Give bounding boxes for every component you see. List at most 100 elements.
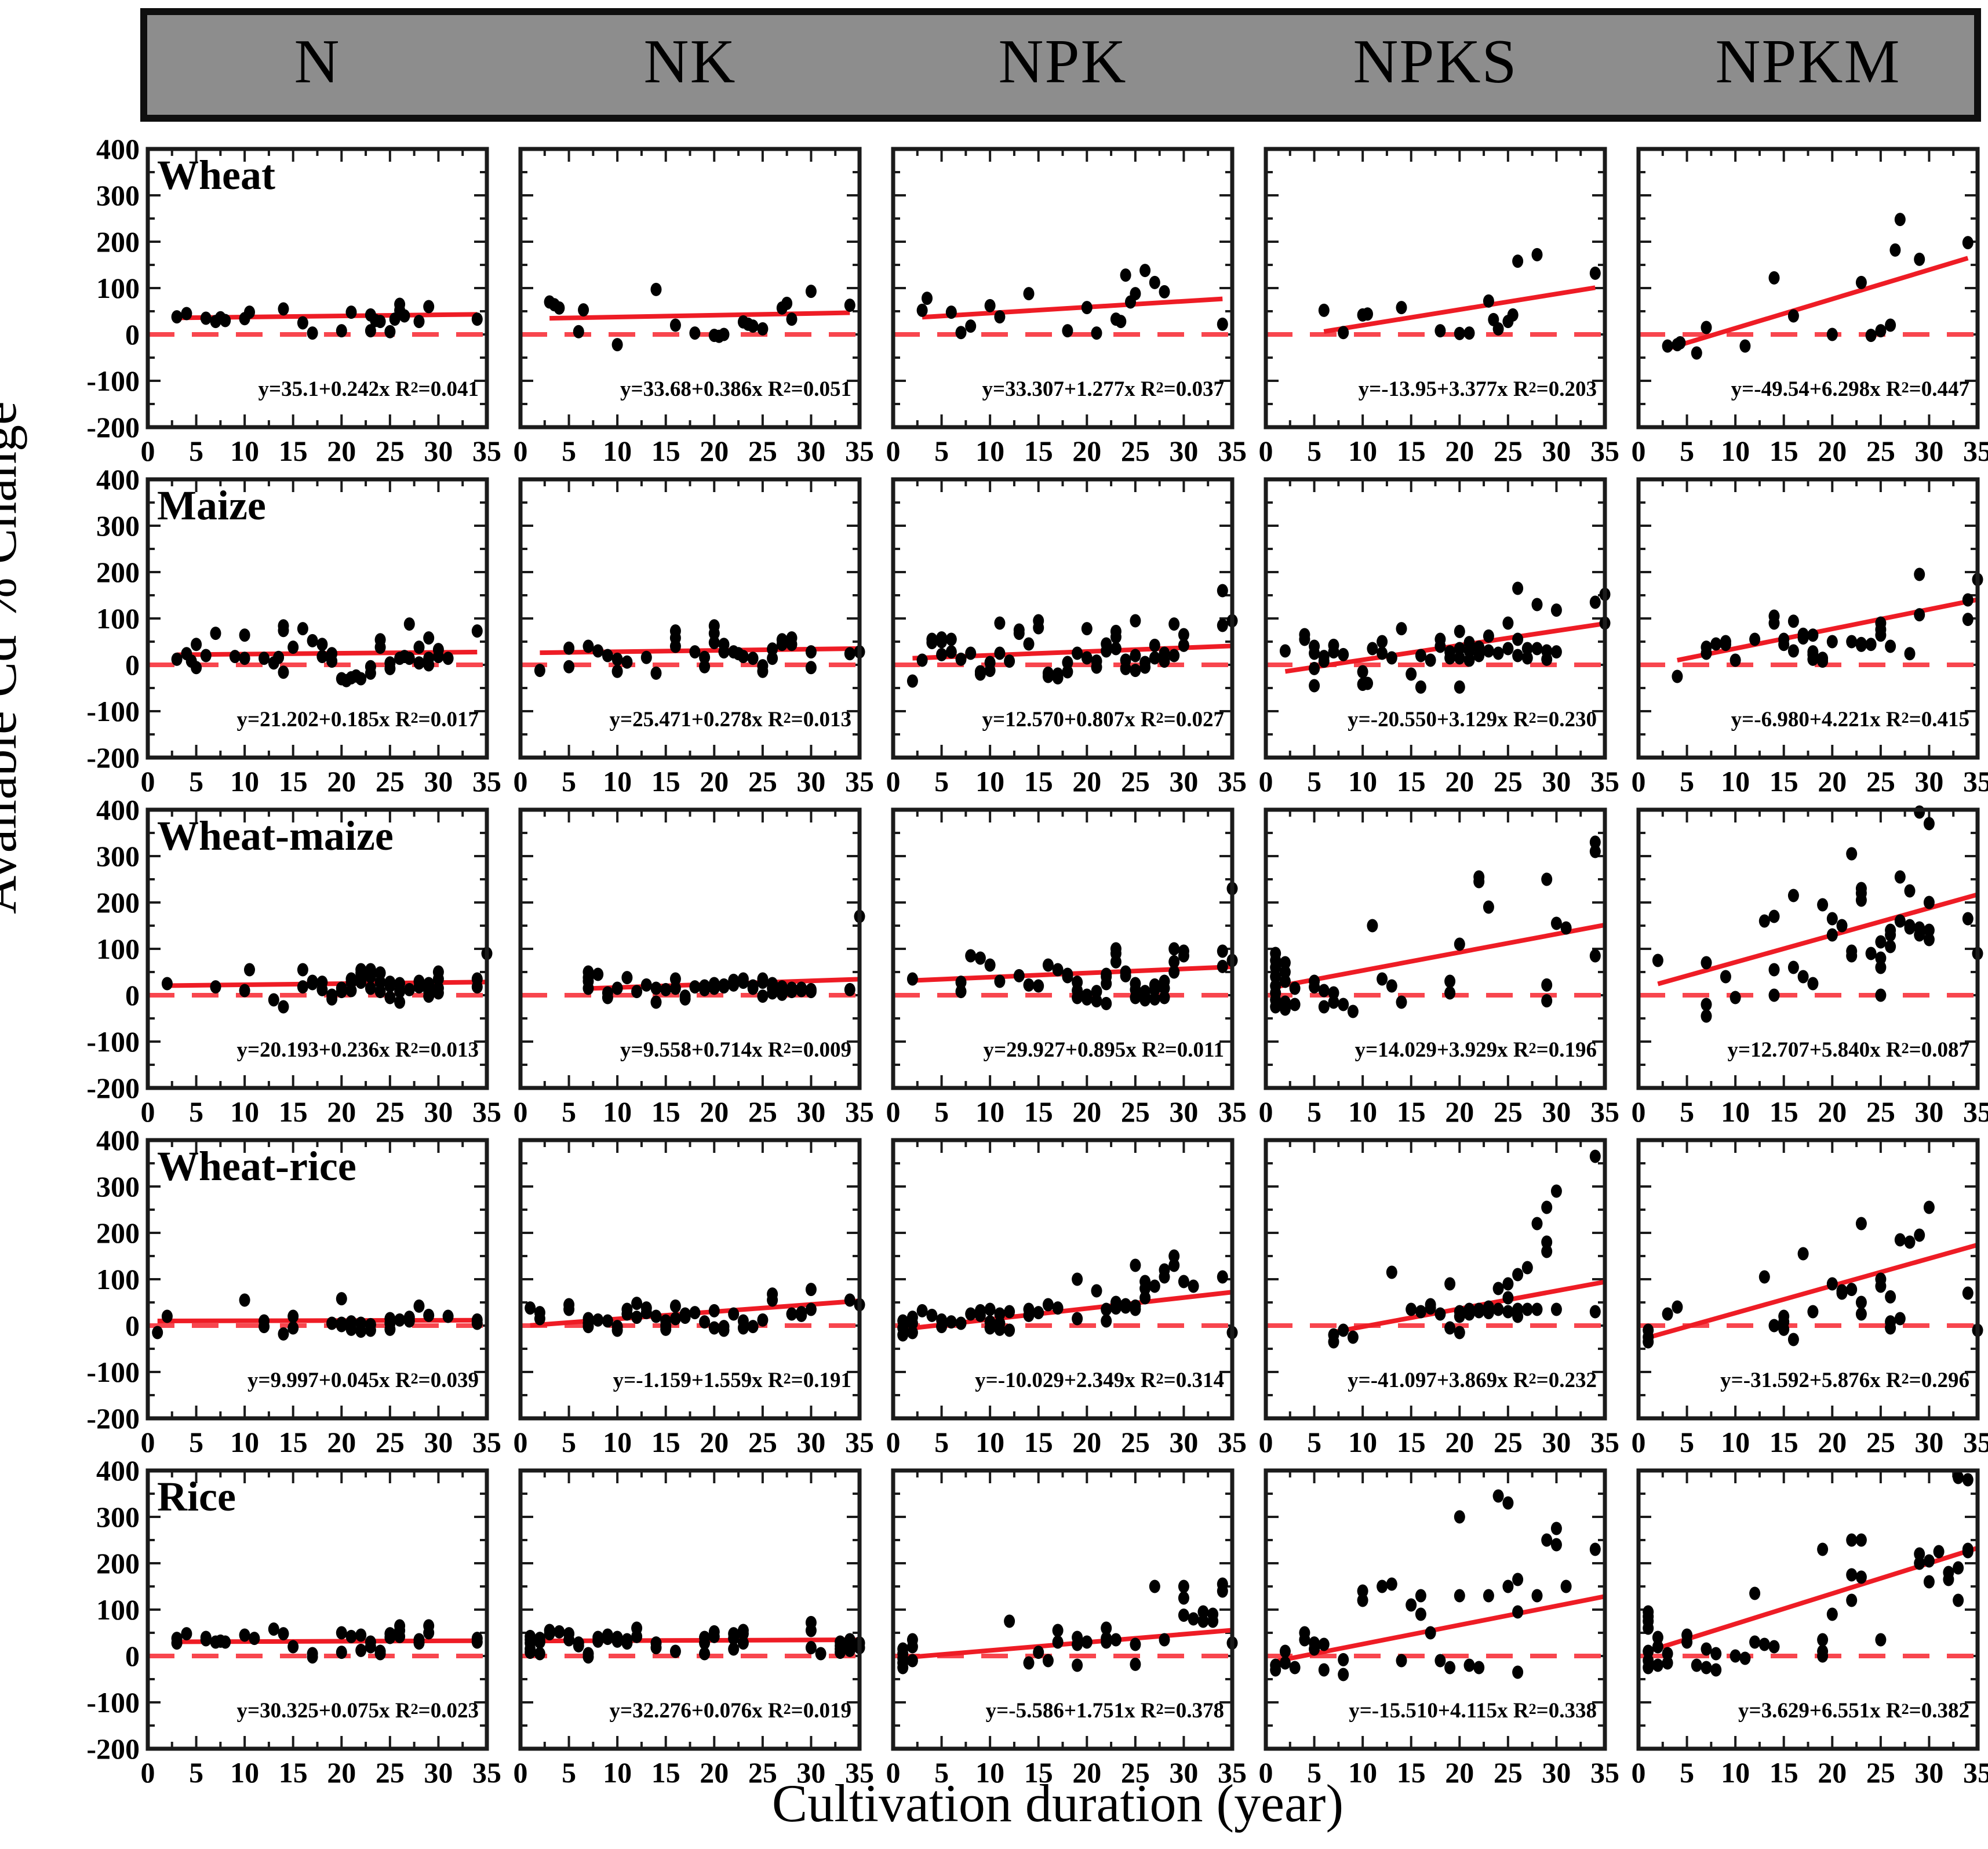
y-tick-label: 300 xyxy=(96,1170,140,1203)
x-tick-label: 10 xyxy=(230,765,260,798)
plot-svg xyxy=(145,477,489,760)
x-tick-label: 0 xyxy=(886,1756,901,1789)
x-tick-label: 25 xyxy=(375,765,405,798)
row-label: Wheat-rice xyxy=(157,1143,356,1189)
x-tick-label: 25 xyxy=(375,1756,405,1789)
column-header-nk: NK xyxy=(643,27,737,97)
x-tick-label: 25 xyxy=(748,435,777,467)
x-tick-label: 20 xyxy=(700,435,729,467)
x-tick-label: 20 xyxy=(1818,1095,1847,1128)
x-tick-label: 10 xyxy=(1348,1095,1378,1128)
x-tick-label: 30 xyxy=(1542,1095,1571,1128)
panel-rice-npks: y=-15.510+4.115x R2=0.338 0 5 10 15 20 25 30 35 xyxy=(1259,1468,1619,1789)
x-tick-label: 5 xyxy=(189,1426,204,1458)
panel-maize-npk: y=12.570+0.807x R2=0.027 0 5 10 15 20 25 30 35 xyxy=(886,477,1247,798)
equation-label: y=-5.586+1.751x R2=0.378 xyxy=(985,1699,1224,1723)
plot-svg xyxy=(1264,477,1611,760)
scatter-points xyxy=(1270,835,1601,1018)
y-tick-label: 200 xyxy=(96,1217,140,1249)
x-tick-label: 5 xyxy=(1680,1095,1695,1128)
x-tick-label: 10 xyxy=(1348,435,1378,467)
x-tick-label: 15 xyxy=(1396,765,1426,798)
plot-svg xyxy=(891,807,1238,1090)
x-tick-label: 15 xyxy=(1024,1756,1053,1789)
x-tick-label: 10 xyxy=(975,1756,1005,1789)
x-tick-label: 15 xyxy=(1396,1095,1426,1128)
x-tick-label: 30 xyxy=(1542,1426,1571,1458)
equation-label: y=12.570+0.807x R2=0.027 xyxy=(982,708,1225,731)
x-tick-label: 5 xyxy=(934,435,949,467)
x-axis-title: Cultivation duration (year) xyxy=(771,1774,1344,1833)
plot-svg xyxy=(518,807,865,1090)
x-tick-label: 25 xyxy=(1493,1756,1523,1789)
panel-rice-nk: y=32.276+0.076x R2=0.019 0 5 10 15 20 25 30 35 xyxy=(514,1468,874,1789)
equation-label: y=14.029+3.929x R2=0.196 xyxy=(1355,1038,1597,1062)
equation-label: y=30.325+0.075x R2=0.023 xyxy=(236,1699,479,1723)
x-tick-label: 30 xyxy=(1169,435,1199,467)
row-label: Rice xyxy=(157,1473,236,1520)
x-tick-label: 15 xyxy=(651,435,680,467)
y-axis-title: Available Cd % Change xyxy=(0,401,27,914)
y-tick-label: 0 xyxy=(125,318,140,351)
y-tick-label: 300 xyxy=(96,840,140,872)
x-tick-label: 5 xyxy=(189,1756,204,1789)
equation-label: y=20.193+0.236x R2=0.013 xyxy=(236,1038,479,1062)
x-tick-label: 20 xyxy=(1072,1756,1102,1789)
panel-wheat-nk: y=33.68+0.386x R2=0.051 0 5 10 15 20 25 30 35 xyxy=(514,147,874,467)
y-tick-label: 200 xyxy=(96,225,140,258)
x-tick-label: 10 xyxy=(975,765,1005,798)
equation-label: y=-20.550+3.129x R2=0.230 xyxy=(1348,708,1597,731)
x-tick-label: 25 xyxy=(1493,1426,1523,1458)
equation-label: y=-41.097+3.869x R2=0.232 xyxy=(1348,1368,1597,1392)
x-tick-label: 30 xyxy=(1914,435,1944,467)
equation-label: y=21.202+0.185x R2=0.017 xyxy=(236,708,479,731)
x-tick-label: 10 xyxy=(975,435,1005,467)
x-tick-label: 15 xyxy=(278,1095,308,1128)
x-tick-label: 15 xyxy=(278,1426,308,1458)
equation-label: y=-15.510+4.115x R2=0.338 xyxy=(1349,1699,1597,1723)
scatter-points xyxy=(544,282,855,352)
y-tick-label: 200 xyxy=(96,1547,140,1579)
x-tick-label: 35 xyxy=(472,765,501,798)
x-tick-label: 0 xyxy=(140,1426,155,1458)
x-tick-label: 35 xyxy=(1963,435,1988,467)
x-tick-label: 20 xyxy=(327,1756,356,1789)
x-tick-label: 20 xyxy=(1445,435,1474,467)
y-tick-label: 400 xyxy=(96,463,140,496)
x-tick-label: 15 xyxy=(651,1426,680,1458)
regression-line xyxy=(1657,892,1979,987)
x-tick-label: 10 xyxy=(975,1426,1005,1458)
x-tick-label: 0 xyxy=(1258,765,1273,798)
panel-maize-nk: y=25.471+0.278x R2=0.013 0 5 10 15 20 25 30 35 xyxy=(514,477,874,798)
x-tick-label: 35 xyxy=(845,1426,874,1458)
x-tick-label: 25 xyxy=(1866,1095,1895,1128)
x-tick-label: 0 xyxy=(513,435,528,467)
plot-svg xyxy=(891,147,1235,430)
regression-line xyxy=(1275,922,1605,989)
x-tick-label: 20 xyxy=(1445,1426,1474,1458)
equation-label: y=-49.54+6.298x R2=0.447 xyxy=(1731,377,1969,401)
x-tick-label: 20 xyxy=(1818,1756,1847,1789)
row-label: Maize xyxy=(157,482,266,529)
panel-maize-n: Maize y=21.202+0.185x R2=0.017 0 5 10 15 20 25 3… xyxy=(86,463,501,798)
equation-label: y=3.629+6.551x R2=0.382 xyxy=(1738,1699,1969,1723)
equation-label: y=-10.029+2.349x R2=0.314 xyxy=(975,1368,1224,1392)
equation-label: y=-1.159+1.559x R2=0.191 xyxy=(613,1368,851,1392)
x-tick-label: 0 xyxy=(1631,1756,1646,1789)
regression-line xyxy=(549,310,850,321)
regression-line xyxy=(922,296,1223,320)
y-tick-label: 200 xyxy=(96,556,140,588)
x-tick-label: 25 xyxy=(1493,1095,1523,1128)
y-tick-label: 0 xyxy=(125,1309,140,1342)
regression-line xyxy=(1275,1594,1605,1664)
y-tick-label: -100 xyxy=(86,695,140,727)
x-tick-label: 20 xyxy=(700,1756,729,1789)
y-tick-label: -200 xyxy=(86,1072,140,1104)
y-tick-label: -200 xyxy=(86,411,140,443)
y-tick-label: 0 xyxy=(125,1640,140,1672)
regression-line xyxy=(902,1628,1233,1661)
x-tick-label: 0 xyxy=(886,765,901,798)
plot-svg xyxy=(1636,1468,1980,1751)
y-tick-label: 300 xyxy=(96,1501,140,1533)
regression-line xyxy=(1677,597,1978,663)
